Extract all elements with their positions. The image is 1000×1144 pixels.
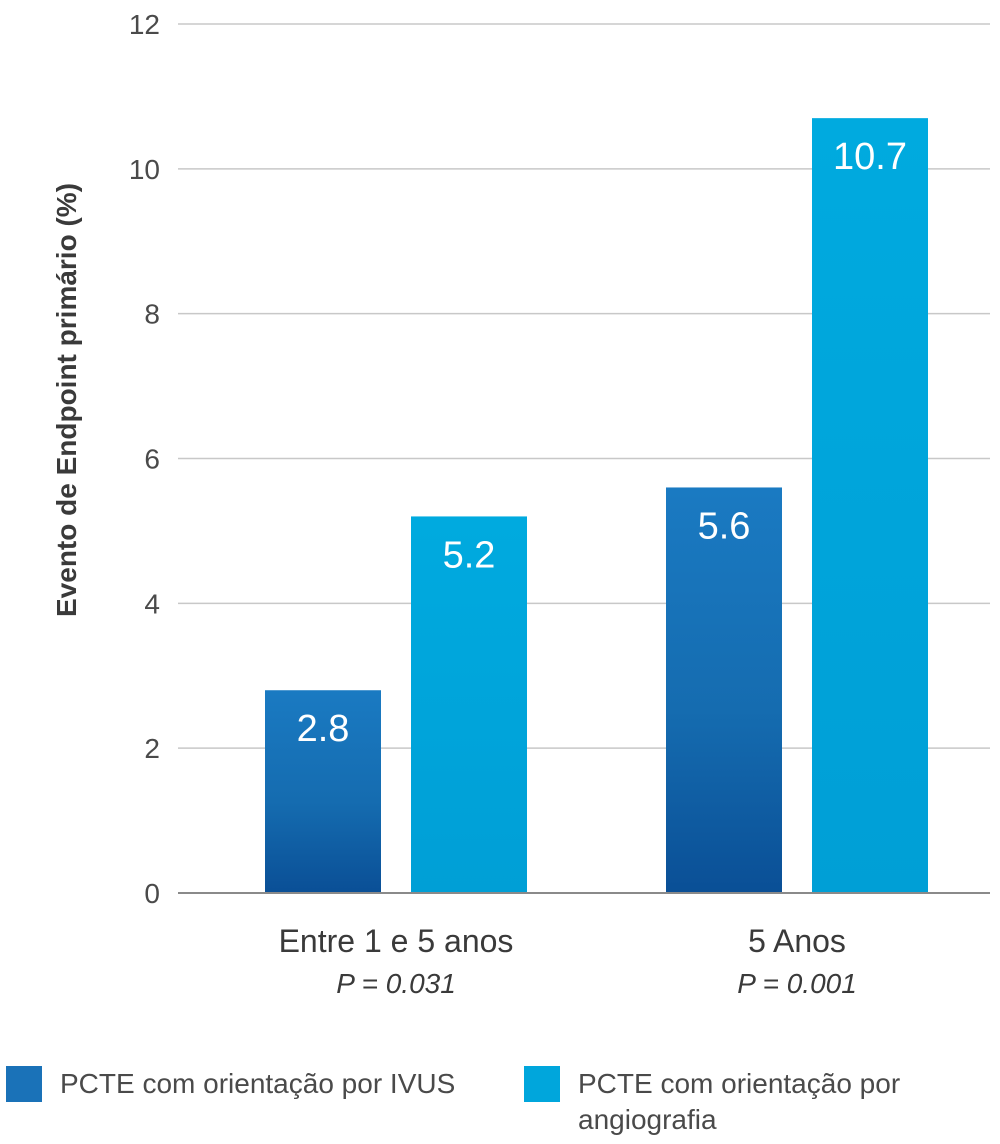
y-axis-label: Evento de Endpoint primário (%) (51, 183, 82, 617)
y-tick-label: 12 (129, 9, 160, 40)
bar (666, 487, 782, 893)
y-tick-label: 6 (144, 444, 160, 475)
legend-swatch-angiografia (524, 1066, 560, 1102)
legend-label-angiografia: PCTE com orientação por angiografia (578, 1068, 901, 1135)
bar-value-label: 5.6 (698, 505, 751, 547)
bar-chart: 0 2 4 6 8 10 12 Evento de Endpoint primário (%… (51, 9, 990, 999)
legend-label-ivus: PCTE com orientação por IVUS (60, 1068, 456, 1099)
x-axis-categories: Entre 1 e 5 anos P = 0.031 5 Anos P = 0.001 (279, 923, 857, 999)
y-tick-label: 4 (144, 588, 160, 619)
y-tick-label: 10 (129, 154, 160, 185)
bar-value-label: 2.8 (297, 708, 350, 750)
y-tick-label: 8 (144, 299, 160, 330)
x-category-label: Entre 1 e 5 anos (279, 923, 514, 959)
legend-item-angiografia: PCTE com orientação por angiografia (524, 1066, 998, 1138)
legend-swatch-ivus (6, 1066, 42, 1102)
p-value-note: P = 0.001 (737, 968, 857, 999)
y-tick-label: 2 (144, 733, 160, 764)
x-category-label: 5 Anos (748, 923, 846, 959)
bars: 2.8 5.2 5.6 10.7 (265, 118, 928, 894)
bar (411, 516, 527, 893)
legend-item-ivus: PCTE com orientação por IVUS (6, 1066, 455, 1102)
bar-value-label: 10.7 (833, 136, 907, 178)
bar (265, 690, 381, 893)
bar-value-label: 5.2 (443, 534, 496, 576)
y-tick-label: 0 (144, 878, 160, 909)
y-axis-ticks: 0 2 4 6 8 10 12 (129, 9, 160, 909)
bar (812, 118, 928, 894)
p-value-note: P = 0.031 (336, 968, 456, 999)
